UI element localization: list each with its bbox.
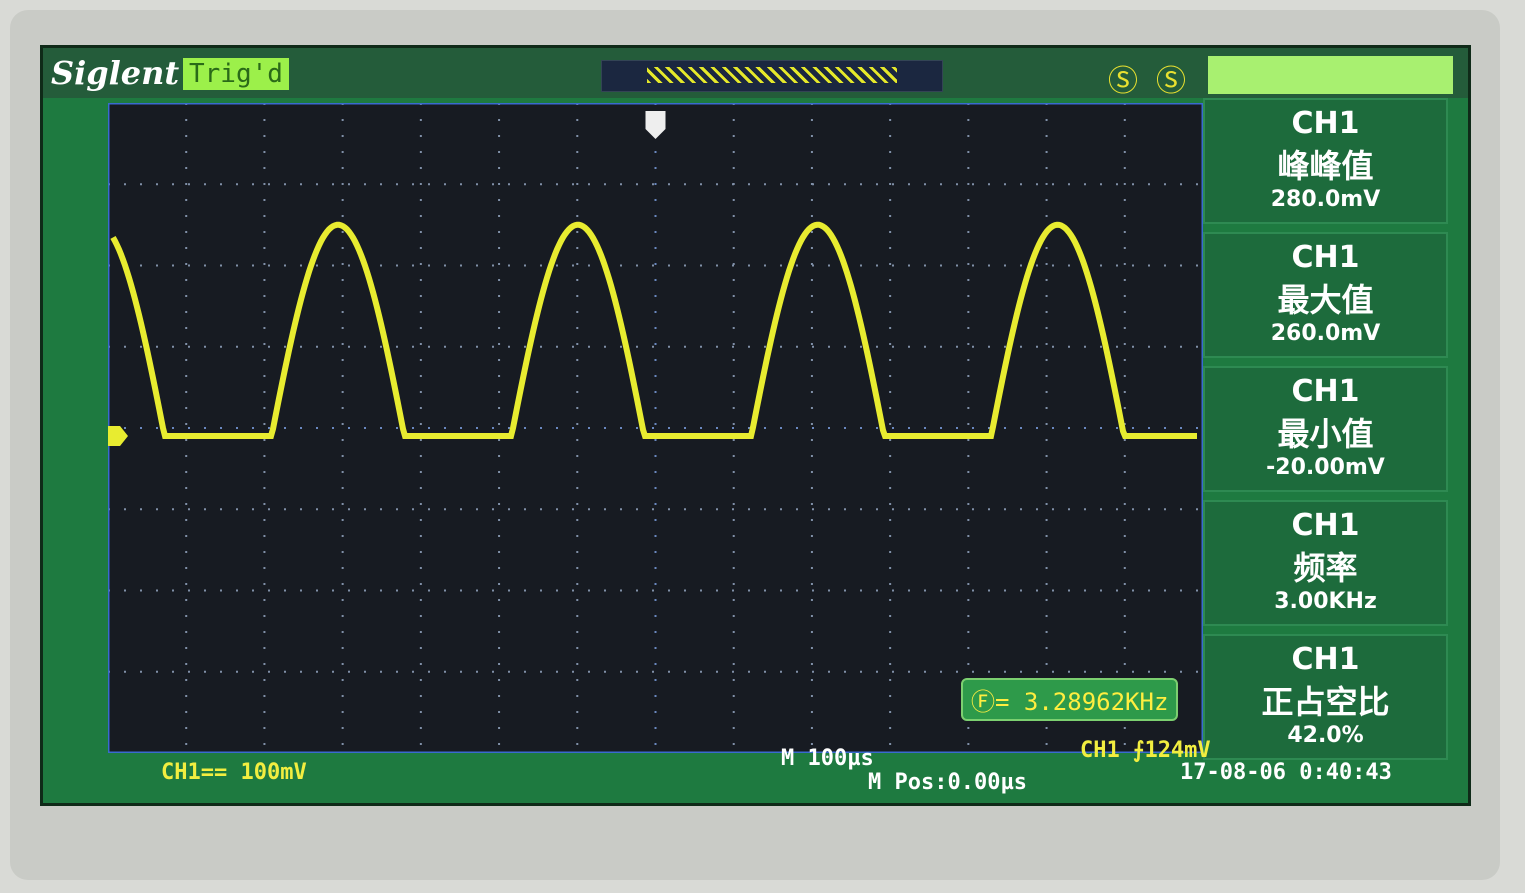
meas-value: 3.00KHz xyxy=(1274,589,1377,614)
horizontal-position: M Pos:0.00µs xyxy=(868,770,1027,795)
menu-header xyxy=(1208,56,1453,94)
trigger-position-marker xyxy=(645,111,666,139)
measurement-min[interactable]: CH1 最小值 -20.00mV xyxy=(1203,366,1448,492)
meas-label: 正占空比 xyxy=(1261,683,1390,721)
meas-channel: CH1 xyxy=(1291,374,1360,409)
memory-waveform xyxy=(647,67,897,83)
meas-value: -20.00mV xyxy=(1266,455,1385,480)
meas-label: 最小值 xyxy=(1277,415,1374,453)
meas-channel: CH1 xyxy=(1291,106,1360,141)
usb-status-icon: Ⓢ Ⓢ xyxy=(1108,64,1187,99)
meas-channel: CH1 xyxy=(1291,240,1360,275)
meas-label: 最大值 xyxy=(1277,281,1374,319)
brand-logo: Siglent xyxy=(51,54,180,92)
meas-value: 260.0mV xyxy=(1270,321,1381,346)
frequency-counter-icon: Ⓕ xyxy=(971,688,995,716)
timebase: M 100µs xyxy=(781,746,874,771)
measurement-duty-cycle[interactable]: CH1 正占空比 42.0% xyxy=(1203,634,1448,760)
measurement-panel: CH1 峰峰值 280.0mV CH1 最大值 260.0mV CH1 最小值 -20.00… xyxy=(1203,98,1448,768)
meas-value: 280.0mV xyxy=(1270,187,1381,212)
trigger-level: CH1 ⨍124mV xyxy=(1080,738,1211,763)
waveform-grid xyxy=(108,103,1203,753)
measurement-max[interactable]: CH1 最大值 260.0mV xyxy=(1203,232,1448,358)
ch1-ground-marker xyxy=(108,426,128,446)
frequency-counter: Ⓕ= 3.28962KHz xyxy=(961,678,1179,721)
memory-overview xyxy=(601,60,943,92)
counter-value: = 3.28962KHz xyxy=(995,688,1169,716)
ch1-trace xyxy=(110,221,1197,439)
measurement-frequency[interactable]: CH1 频率 3.00KHz xyxy=(1203,500,1448,626)
meas-value: 42.0% xyxy=(1287,723,1364,748)
ch1-scale: CH1== 100mV xyxy=(161,760,307,785)
meas-label: 频率 xyxy=(1293,549,1358,587)
meas-channel: CH1 xyxy=(1291,508,1360,543)
top-bar: Siglent Trig'd Ⓢ Ⓢ xyxy=(43,48,1468,99)
oscilloscope-screen: Siglent Trig'd Ⓢ Ⓢ CH1 峰峰值 280.0mV CH1 最大值 2… xyxy=(40,45,1471,806)
measurement-peak-to-peak[interactable]: CH1 峰峰值 280.0mV xyxy=(1203,98,1448,224)
meas-label: 峰峰值 xyxy=(1277,147,1374,185)
meas-channel: CH1 xyxy=(1291,642,1360,677)
trigger-status: Trig'd xyxy=(183,58,289,90)
datetime: 17-08-06 0:40:43 xyxy=(1180,760,1392,785)
